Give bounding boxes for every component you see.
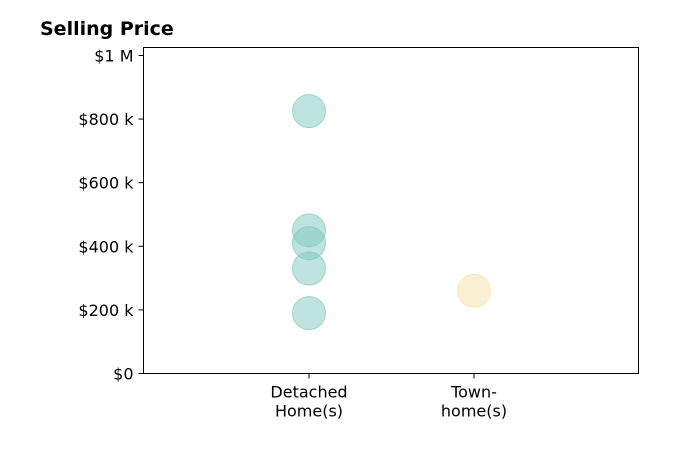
plot-area: [143, 47, 639, 374]
y-tick-label: $800 k: [78, 110, 134, 129]
chart-title: Selling Price: [40, 18, 174, 40]
x-tick-label: Town-: [450, 383, 497, 402]
x-tick-label: home(s): [441, 402, 507, 421]
data-point: [292, 296, 326, 331]
x-tick-label: Detached: [270, 383, 347, 402]
x-tick-label: Home(s): [275, 402, 343, 421]
data-point: [457, 273, 491, 308]
y-tick-label: $600 k: [78, 174, 134, 193]
data-points: [292, 94, 491, 331]
y-tick-label: $0: [113, 365, 133, 384]
data-point: [292, 94, 326, 129]
data-point: [292, 251, 326, 286]
y-tick-label: $1 M: [94, 46, 133, 65]
y-axis: $0 $200 k $400 k $600 k $800 k $1 M: [78, 46, 144, 384]
y-tick-label: $200 k: [78, 301, 134, 320]
y-tick-label: $400 k: [78, 237, 134, 256]
